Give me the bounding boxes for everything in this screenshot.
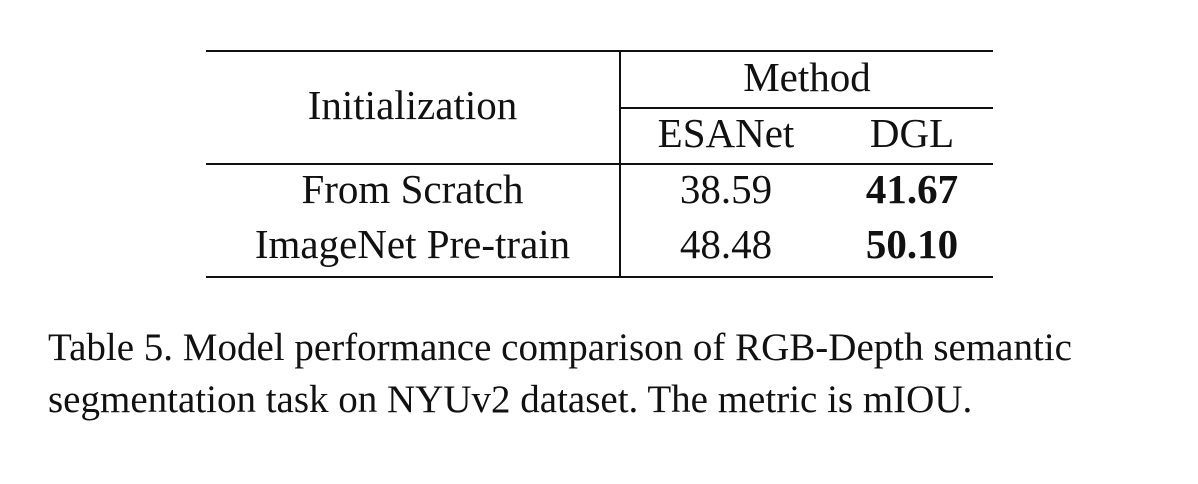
method-group-rule	[619, 107, 993, 109]
value-esanet-from-scratch: 38.59	[679, 166, 773, 212]
row-label-from-scratch: From Scratch	[301, 166, 524, 212]
results-table: Initialization Method ESANet DGL From Sc…	[206, 50, 993, 278]
row-label-imagenet-pretrain: ImageNet Pre-train	[254, 221, 571, 267]
value-dgl-imagenet-pretrain: 50.10	[865, 221, 959, 267]
header-dgl: DGL	[869, 110, 955, 156]
value-esanet-imagenet-pretrain: 48.48	[679, 221, 773, 267]
caption-line-2: segmentation task on NYUv2 dataset. The …	[48, 378, 973, 421]
header-initialization: Initialization	[307, 82, 518, 128]
header-method: Method	[743, 54, 871, 100]
bottom-rule	[206, 276, 993, 278]
caption-line-1: Table 5. Model performance comparison of…	[48, 326, 1072, 369]
top-rule	[206, 50, 993, 52]
column-separator	[619, 50, 621, 278]
value-dgl-from-scratch: 41.67	[865, 166, 959, 212]
header-esanet: ESANet	[657, 110, 795, 156]
header-rule	[206, 163, 993, 165]
table-caption: Table 5. Model performance comparison of…	[48, 322, 1168, 426]
